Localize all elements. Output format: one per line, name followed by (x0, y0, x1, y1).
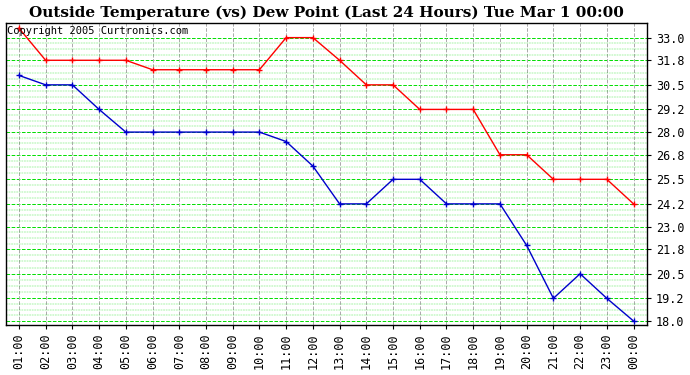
Text: Copyright 2005 Curtronics.com: Copyright 2005 Curtronics.com (7, 26, 188, 36)
Title: Outside Temperature (vs) Dew Point (Last 24 Hours) Tue Mar 1 00:00: Outside Temperature (vs) Dew Point (Last… (29, 6, 624, 20)
